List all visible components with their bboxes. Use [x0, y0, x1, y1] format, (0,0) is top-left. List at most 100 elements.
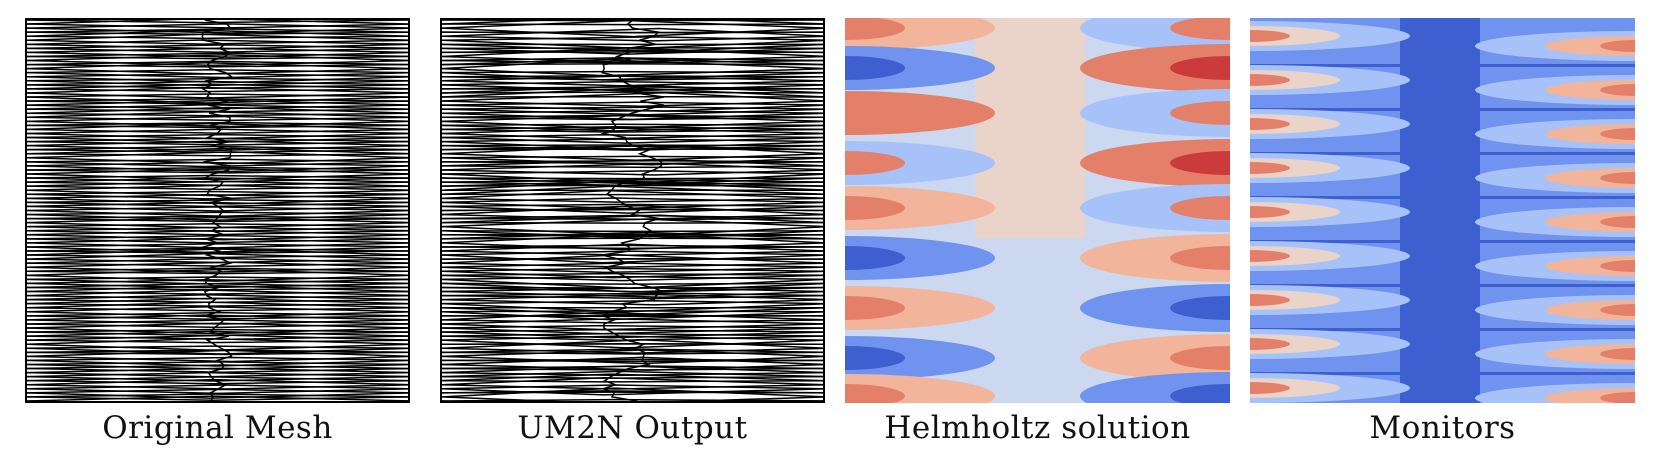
mesh-edge — [27, 165, 408, 173]
mesh-edge — [27, 267, 408, 273]
contour-right-core — [1170, 296, 1230, 320]
mesh-edge — [442, 123, 823, 127]
mesh-edge — [27, 311, 408, 318]
contour-left-core — [845, 56, 905, 80]
mesh-edge — [27, 124, 408, 129]
mesh-edge — [27, 86, 408, 94]
monitor-left-mid — [1250, 202, 1340, 222]
mesh-edge — [442, 128, 823, 133]
monitor-left-core — [1250, 382, 1290, 394]
monitor-right-mid — [1545, 80, 1635, 100]
mesh-edge — [442, 332, 823, 337]
mesh-edge — [442, 114, 823, 123]
contour-left-core — [845, 296, 905, 320]
mesh-edge — [27, 59, 408, 67]
mesh-edge — [442, 339, 823, 350]
mesh-edge — [442, 274, 823, 282]
mesh-edge — [27, 248, 408, 256]
monitor-right-mid — [1545, 168, 1635, 188]
mesh-edge — [442, 84, 823, 94]
contour-right-lobe — [1080, 184, 1230, 232]
monitor-right-mid — [1545, 300, 1635, 320]
monitor-left-mid — [1250, 158, 1340, 178]
mesh-edge — [442, 157, 823, 166]
mesh-edge — [27, 145, 408, 151]
mesh-edge — [442, 234, 823, 238]
contour-left-lobe — [845, 336, 995, 380]
monitor-left-mid — [1250, 290, 1340, 310]
mesh-edge — [27, 289, 408, 297]
contour-left-lobe — [845, 186, 995, 230]
mesh-edge — [27, 262, 408, 268]
mesh-edge — [27, 270, 408, 275]
monitor-left-core — [1250, 74, 1290, 86]
mesh-edge — [442, 218, 823, 228]
contour-left-lobe — [845, 236, 995, 280]
monitor-right-core — [1600, 304, 1635, 316]
mesh-edge — [442, 367, 823, 371]
mesh-edge — [27, 285, 408, 293]
um2n-output-plot — [442, 20, 823, 401]
mesh-edge — [442, 293, 823, 301]
caption-monitors: Monitors — [1369, 410, 1516, 446]
mesh-edge — [27, 229, 408, 236]
mesh-edge — [442, 246, 823, 250]
mesh-edge — [442, 47, 823, 55]
mesh-edge — [442, 58, 823, 66]
monitor-left-core — [1250, 118, 1290, 130]
caption-um2n-output: UM2N Output — [517, 410, 748, 446]
monitor-left-mid — [1250, 114, 1340, 134]
contour-right-lobe — [1080, 334, 1230, 382]
mesh-edge — [442, 377, 823, 386]
mesh-edge — [442, 339, 823, 349]
monitor-right-core — [1600, 392, 1635, 403]
caption-original-mesh: Original Mesh — [102, 410, 333, 446]
mesh-edge — [27, 144, 408, 152]
contour-right-core — [1170, 196, 1230, 220]
mesh-edge — [27, 174, 408, 179]
mesh-edge — [27, 337, 408, 345]
mesh-edge — [442, 292, 823, 297]
mesh-edge — [27, 120, 408, 128]
mesh-edge — [442, 159, 823, 163]
monitor-stripe — [1250, 284, 1635, 287]
monitor-left-core — [1250, 162, 1290, 174]
mesh-edge — [442, 266, 823, 274]
mesh-edge — [442, 75, 823, 81]
mesh-edge — [442, 158, 823, 167]
mesh-edge — [442, 35, 823, 42]
monitor-stripe — [1250, 328, 1635, 331]
mesh-edge — [442, 237, 823, 240]
monitor-right-core — [1600, 128, 1635, 140]
caption-helmholtz-solution: Helmholtz solution — [884, 410, 1191, 446]
mesh-edge — [442, 254, 823, 264]
mesh-edge — [442, 144, 823, 147]
mesh-edge — [27, 315, 408, 320]
monitor-left-mid — [1250, 246, 1340, 266]
mesh-edge — [27, 222, 408, 228]
mesh-edge — [27, 140, 408, 146]
mesh-edge — [442, 302, 823, 313]
mesh-edge — [27, 193, 408, 200]
mesh-edge — [442, 270, 823, 279]
mesh-edge — [442, 177, 823, 180]
mesh-edge — [442, 197, 823, 203]
mesh-edge — [27, 199, 408, 204]
contour-right-core — [1170, 101, 1230, 125]
original-mesh-panel — [25, 18, 410, 403]
mesh-edge — [27, 301, 408, 309]
mesh-edge — [442, 310, 823, 313]
mesh-edge — [27, 106, 408, 114]
mesh-edge — [442, 231, 823, 240]
mesh-edge — [442, 400, 823, 401]
monitor-right-mid — [1545, 344, 1635, 364]
monitor-right-core — [1600, 348, 1635, 360]
mesh-edge — [27, 169, 408, 174]
helmholtz-solution-panel — [845, 18, 1230, 403]
monitor-right-core — [1600, 172, 1635, 184]
contour-right-core — [1170, 346, 1230, 370]
mesh-edge — [27, 128, 408, 135]
contour-band-center — [975, 18, 1085, 238]
monitor-stripe — [1250, 152, 1635, 155]
mesh-edge — [27, 213, 408, 221]
